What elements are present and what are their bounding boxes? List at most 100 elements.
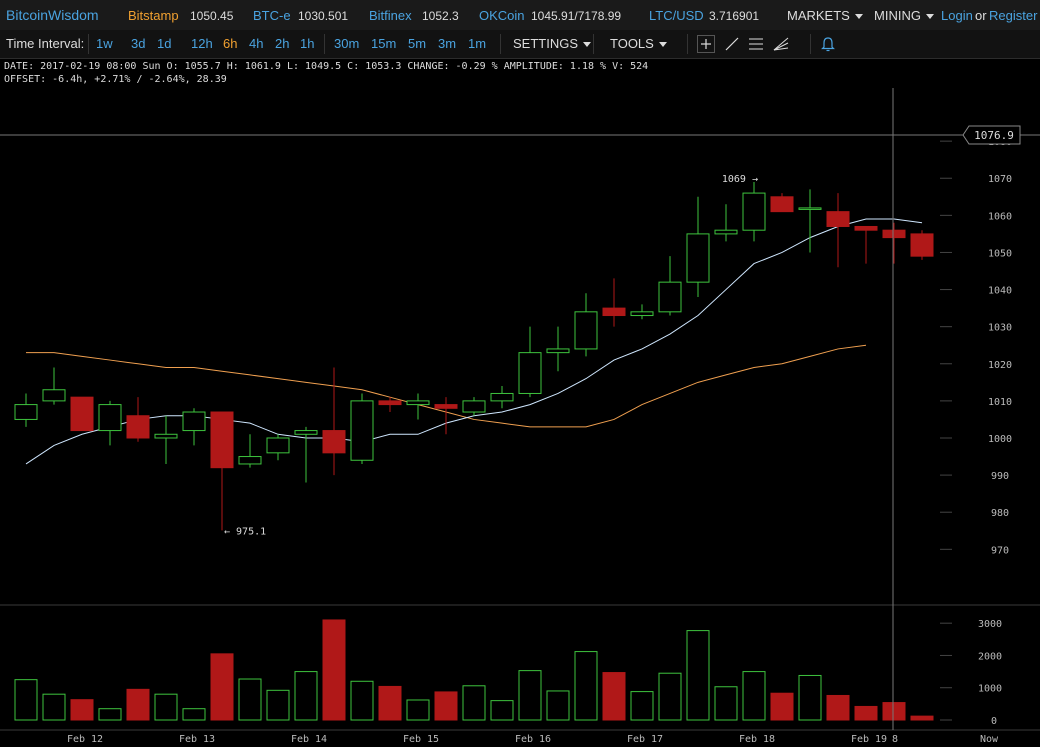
- price-tick-label: 970: [991, 545, 1009, 556]
- x-axis-label: Feb 15: [403, 734, 439, 745]
- markets-label: MARKETS: [787, 8, 850, 23]
- volume-bar: [518, 670, 542, 721]
- volume-bar: [434, 691, 458, 721]
- volume-bar: [322, 619, 346, 721]
- candle-body-up: [798, 207, 822, 210]
- candle-body-up: [546, 348, 570, 354]
- volume-bar: [238, 678, 262, 721]
- volume-bar: [910, 715, 934, 721]
- ticker-ltcusd-value: 3.716901: [709, 9, 760, 23]
- candle-body-down: [322, 430, 346, 454]
- chevron-down-icon: [658, 42, 667, 48]
- interval-1w[interactable]: 1w: [96, 36, 113, 51]
- ticker-bitfinex-name[interactable]: Bitfinex: [369, 8, 412, 23]
- settings-label: SETTINGS: [513, 36, 579, 51]
- login-link[interactable]: Login: [941, 8, 973, 23]
- mining-menu[interactable]: MINING: [874, 8, 934, 23]
- candle-body-up: [630, 311, 654, 317]
- candle-body-down: [70, 396, 94, 432]
- volume-bar: [14, 679, 38, 721]
- fast-moving-average-line: [25, 218, 923, 465]
- interval-6h[interactable]: 6h: [223, 36, 238, 51]
- crosshair-icon[interactable]: [697, 35, 715, 53]
- x-axis-label: Feb 14: [291, 734, 327, 745]
- candle-body-up: [14, 404, 38, 420]
- volume-bar: [882, 702, 906, 721]
- settings-menu[interactable]: SETTINGS: [513, 36, 592, 51]
- x-axis-label: 8: [892, 734, 898, 745]
- candle-body-down: [826, 211, 850, 227]
- x-axis-label: Feb 19: [851, 734, 887, 745]
- interval-1m[interactable]: 1m: [468, 36, 487, 51]
- interval-3m[interactable]: 3m: [438, 36, 457, 51]
- fan-icon[interactable]: [772, 35, 790, 58]
- candle-body-down: [126, 415, 150, 439]
- x-axis-label: Feb 13: [179, 734, 215, 745]
- candle-body-down: [882, 229, 906, 239]
- candle-body-up: [42, 389, 66, 402]
- volume-bar: [98, 708, 122, 721]
- ticker-bitstamp-name[interactable]: Bitstamp: [128, 8, 179, 23]
- candle-body-down: [378, 400, 402, 406]
- volume-bar: [490, 700, 514, 721]
- toolbar: Time Interval: 1w 3d 1d 12h 6h 4h 2h 1h …: [0, 30, 1040, 59]
- interval-30m[interactable]: 30m: [334, 36, 360, 51]
- ticker-ltcusd-name[interactable]: LTC/USD: [649, 8, 704, 23]
- bell-icon[interactable]: [820, 35, 836, 58]
- chevron-down-icon: [854, 14, 863, 20]
- toolbar-divider: [324, 34, 325, 54]
- interval-4h[interactable]: 4h: [249, 36, 264, 51]
- candle-body-up: [714, 229, 738, 235]
- price-tick-label: 1050: [988, 248, 1012, 259]
- interval-1h[interactable]: 1h: [300, 36, 315, 51]
- interval-1d[interactable]: 1d: [157, 36, 172, 51]
- volume-tick-label: 0: [991, 716, 997, 727]
- interval-2h[interactable]: 2h: [275, 36, 290, 51]
- price-tick-label: 980: [991, 508, 1009, 519]
- markets-menu[interactable]: MARKETS: [787, 8, 863, 23]
- interval-12h[interactable]: 12h: [191, 36, 213, 51]
- volume-bar: [658, 672, 682, 721]
- line-icon[interactable]: [723, 35, 741, 58]
- volume-bar: [350, 680, 374, 721]
- candle-body-up: [686, 233, 710, 283]
- candle-body-down: [854, 225, 878, 231]
- register-link[interactable]: Register: [989, 8, 1038, 23]
- offset-info-line: OFFSET: -6.4h, +2.71% / -2.64%, 28.39: [4, 74, 227, 85]
- volume-bar: [126, 688, 150, 721]
- volume-bar: [294, 671, 318, 721]
- interval-15m[interactable]: 15m: [371, 36, 397, 51]
- ticker-btce-name[interactable]: BTC-e: [253, 8, 291, 23]
- volume-tick-label: 1000: [978, 684, 1002, 695]
- interval-5m[interactable]: 5m: [408, 36, 427, 51]
- candle-body-up: [658, 281, 682, 313]
- candle-body-up: [350, 400, 374, 461]
- horizontal-lines-icon[interactable]: [747, 35, 765, 58]
- high-price-annotation: 1069 →: [722, 174, 758, 185]
- volume-bar: [714, 686, 738, 721]
- volume-bar: [770, 692, 794, 721]
- crosshair-price-box: [962, 125, 1021, 145]
- price-tick-label: 1060: [988, 211, 1012, 222]
- price-tick-label: 1020: [988, 360, 1012, 371]
- volume-bar: [406, 699, 430, 721]
- ticker-okcoin-name[interactable]: OKCoin: [479, 8, 525, 23]
- logo[interactable]: BitcoinWisdom: [6, 7, 99, 23]
- volume-bar: [546, 690, 570, 721]
- volume-bar: [686, 630, 710, 721]
- candle-body-up: [742, 192, 766, 231]
- price-tick-label: 1040: [988, 286, 1012, 297]
- volume-bar: [266, 689, 290, 721]
- or-text: or: [975, 8, 987, 23]
- x-axis-label: Feb 12: [67, 734, 103, 745]
- mining-label: MINING: [874, 8, 921, 23]
- candle-body-down: [434, 404, 458, 409]
- interval-3d[interactable]: 3d: [131, 36, 146, 51]
- toolbar-divider: [810, 34, 811, 54]
- candle-body-up: [266, 437, 290, 454]
- volume-bar: [602, 672, 626, 721]
- tools-label: TOOLS: [610, 36, 654, 51]
- tools-menu[interactable]: TOOLS: [610, 36, 667, 51]
- volume-bar: [826, 694, 850, 721]
- price-chart[interactable]: 970 980 990 1000 1010 1020 1030 1040 1050 1060 107…: [0, 88, 1040, 747]
